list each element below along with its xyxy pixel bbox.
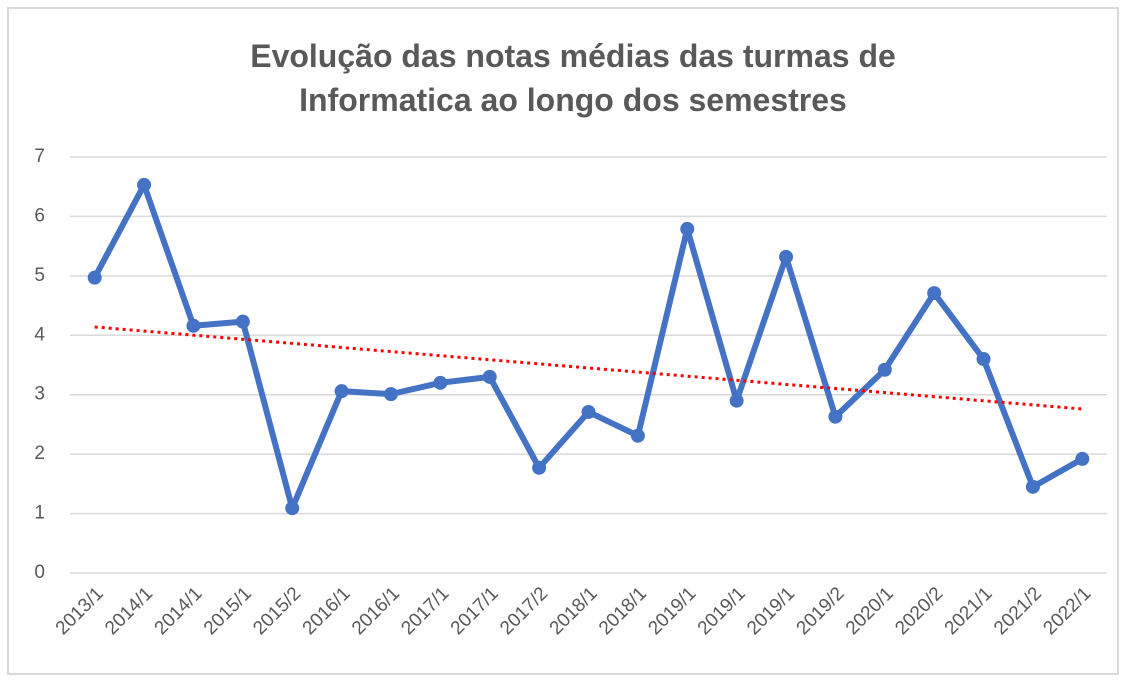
data-point: [87, 270, 102, 285]
data-point: [729, 393, 744, 408]
data-point: [433, 375, 448, 390]
data-point: [137, 177, 152, 192]
y-tick-label: 3: [34, 384, 45, 405]
data-point: [581, 404, 596, 419]
data-point: [927, 286, 942, 301]
data-point: [482, 369, 497, 384]
chart-title: Evolução das notas médias das turmas de: [250, 38, 896, 74]
data-point: [630, 428, 645, 443]
y-tick-label: 6: [34, 205, 45, 226]
y-tick-label: 5: [34, 265, 45, 286]
y-tick-label: 1: [34, 503, 45, 524]
chart-title: Informatica ao longo dos semestres: [299, 82, 847, 118]
data-point: [680, 221, 695, 236]
data-point: [532, 460, 547, 475]
data-point: [186, 318, 201, 333]
data-point: [877, 362, 892, 377]
chart-frame: [7, 7, 1119, 675]
data-point: [976, 352, 991, 367]
y-tick-label: 0: [34, 562, 45, 583]
y-tick-label: 2: [34, 443, 45, 464]
data-point: [285, 501, 300, 516]
data-point: [828, 409, 843, 424]
y-tick-label: 4: [34, 324, 45, 345]
data-point: [235, 314, 250, 329]
data-point: [1025, 479, 1040, 494]
data-point: [334, 384, 349, 399]
y-tick-label: 7: [34, 146, 45, 167]
data-point: [383, 387, 398, 402]
data-point: [779, 249, 794, 264]
data-point: [1075, 451, 1090, 466]
